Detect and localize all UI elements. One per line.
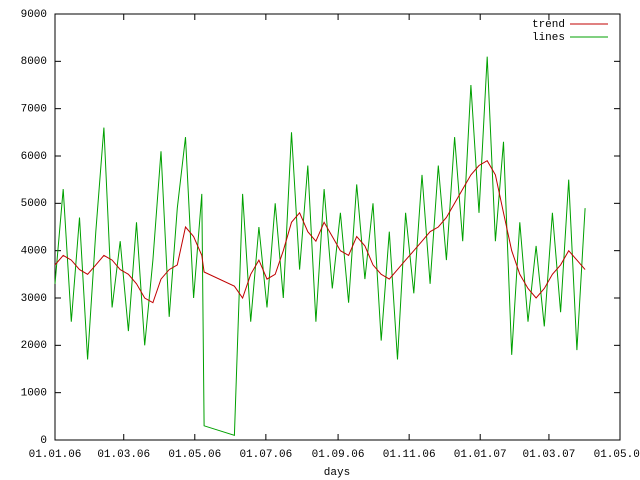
- x-tick-label: 01.01.06: [29, 449, 82, 461]
- x-tick-label: 01.03.07: [523, 449, 576, 461]
- x-tick-label: 01.03.06: [97, 449, 150, 461]
- y-tick-label: 1000: [21, 388, 47, 400]
- y-tick-label: 6000: [21, 151, 47, 163]
- y-tick-label: 2000: [21, 340, 47, 352]
- series-line: [54, 160, 586, 304]
- y-tick-label: 5000: [21, 198, 47, 210]
- y-tick-label: 9000: [21, 9, 47, 21]
- series-line: [54, 56, 586, 436]
- x-tick-label: 01.09.06: [312, 449, 365, 461]
- x-tick-label: 01.01.07: [454, 449, 507, 461]
- y-tick-label: 0: [40, 435, 47, 447]
- x-tick-label: 01.05.07: [594, 449, 640, 461]
- x-axis-label: days: [324, 467, 350, 479]
- y-tick-label: 8000: [21, 56, 47, 68]
- x-tick-label: 01.05.06: [168, 449, 221, 461]
- x-tick-label: 01.07.06: [239, 449, 292, 461]
- x-tick-label: 01.11.06: [383, 449, 436, 461]
- y-tick-label: 7000: [21, 104, 47, 116]
- y-tick-label: 3000: [21, 293, 47, 305]
- legend-label: trend: [532, 19, 565, 31]
- y-tick-label: 4000: [21, 246, 47, 258]
- legend-label: lines: [532, 32, 565, 44]
- plot-frame: [54, 13, 621, 441]
